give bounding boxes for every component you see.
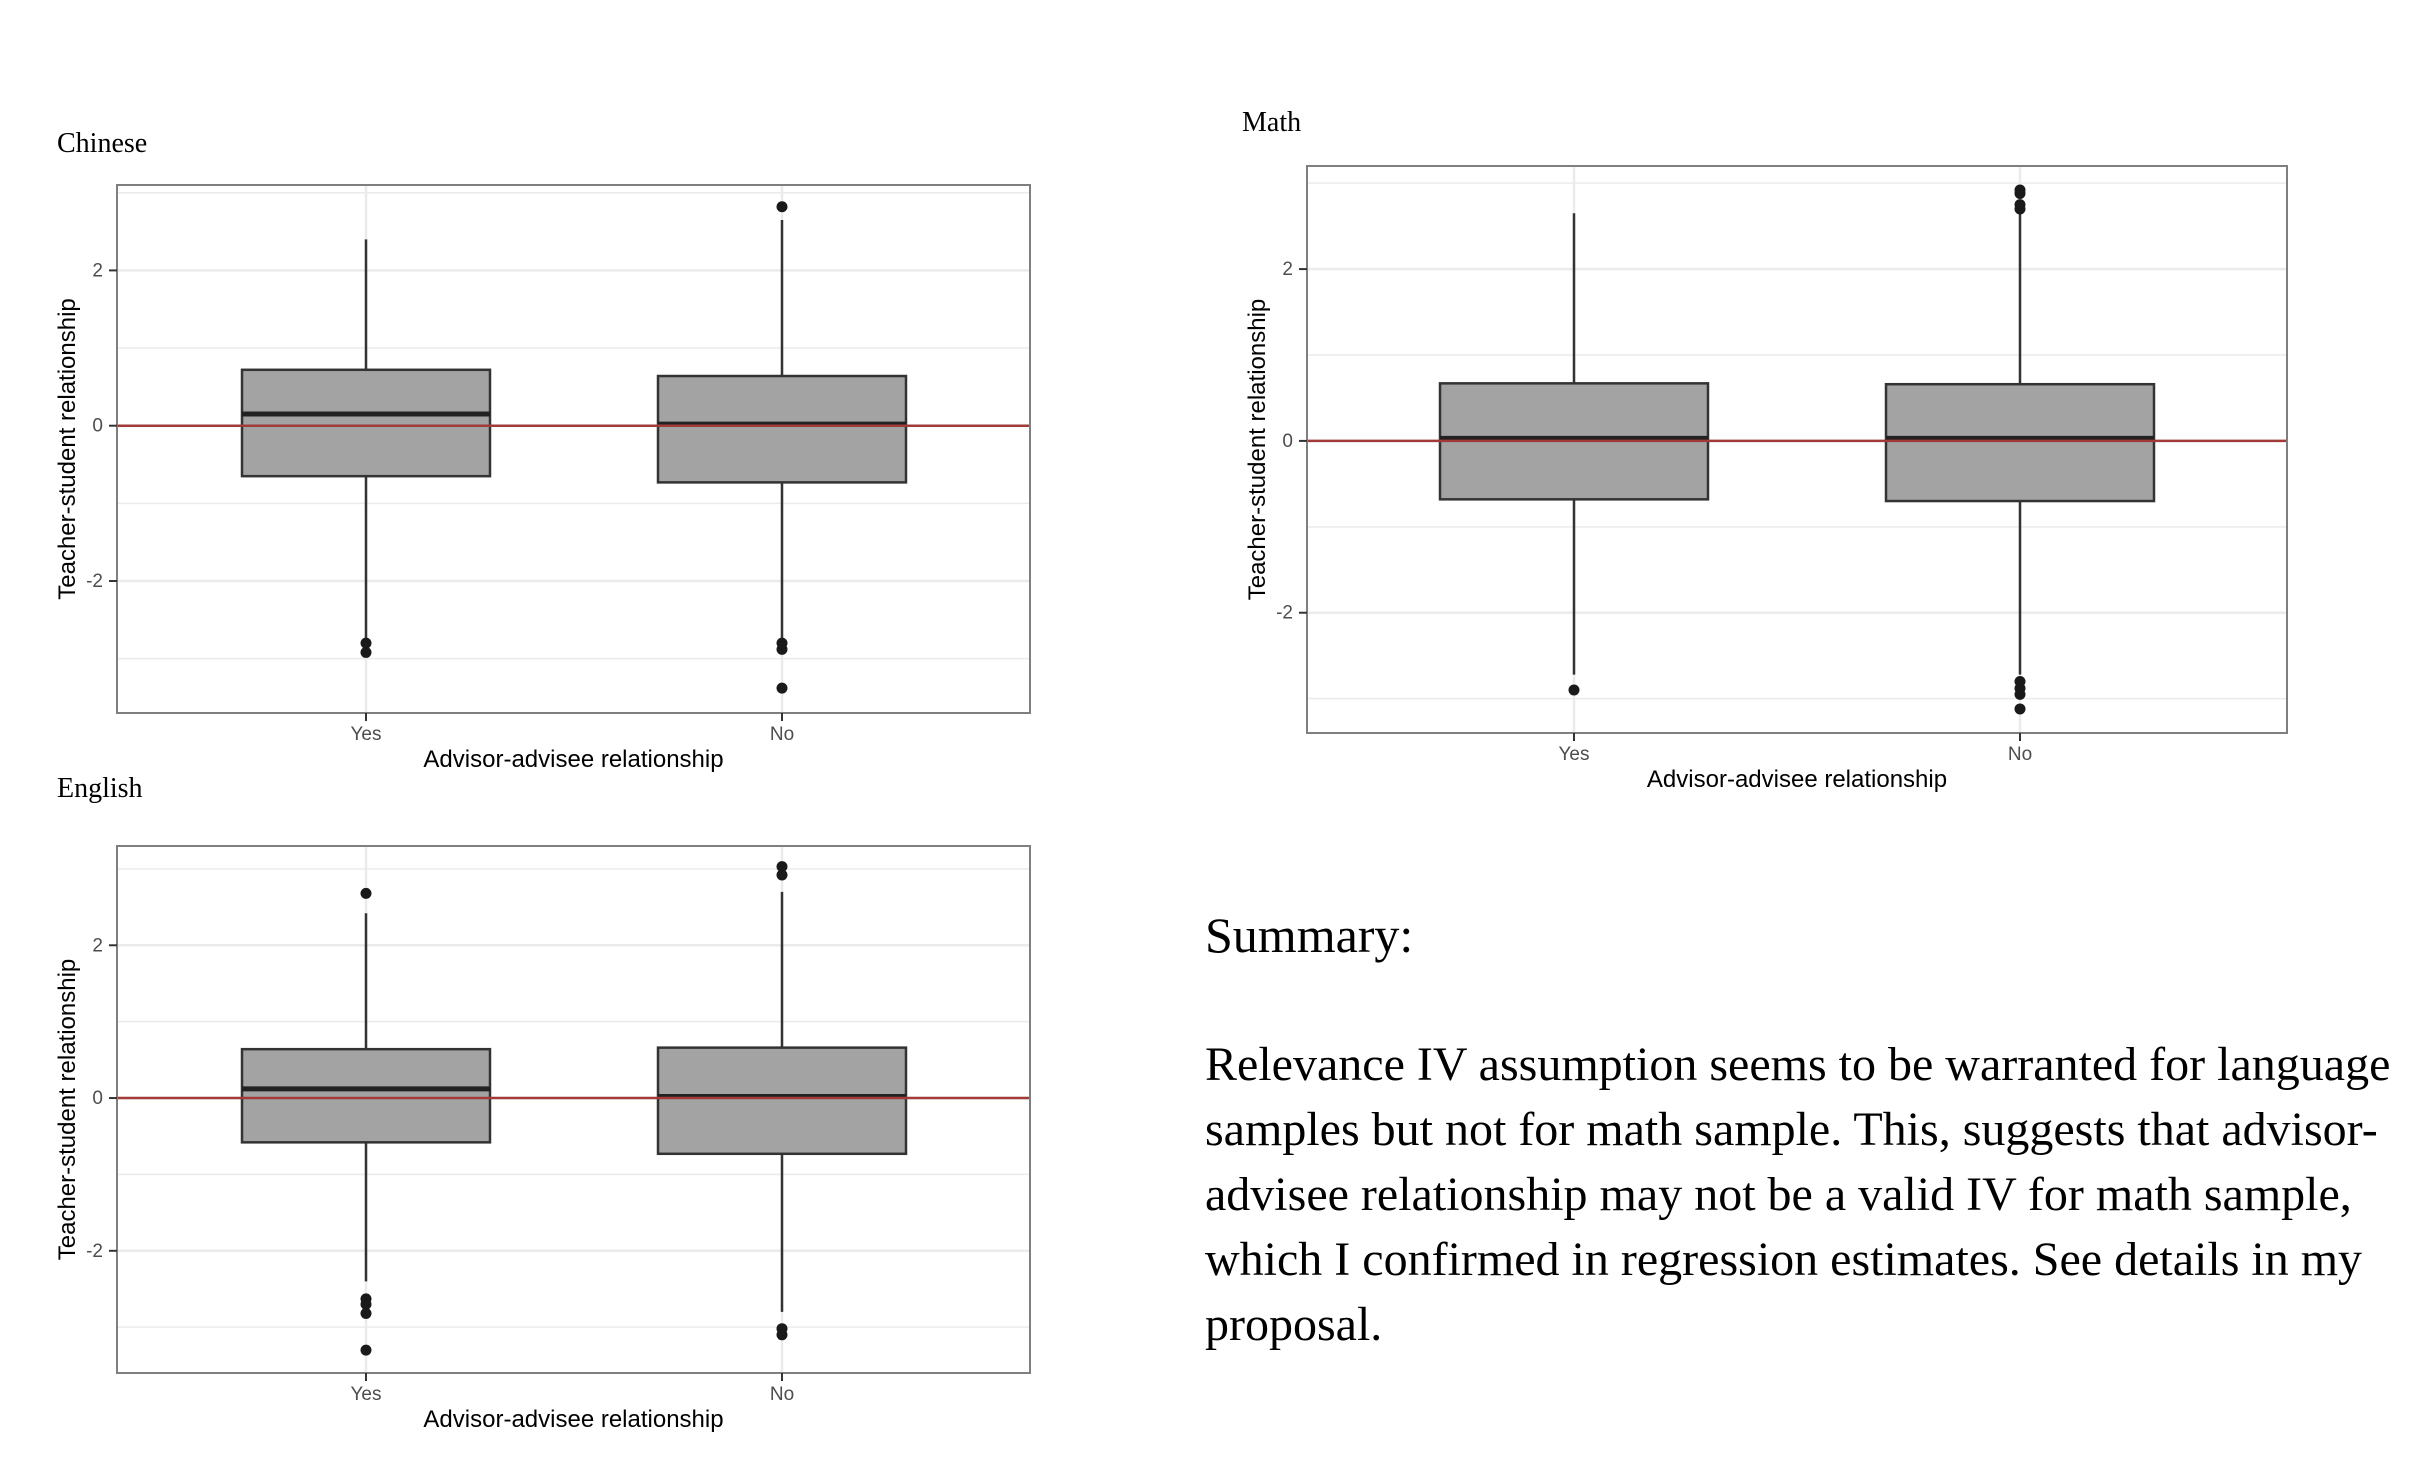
outlier-point-yes [1568, 684, 1580, 696]
x-tick-label: No [770, 724, 794, 745]
box-no [656, 374, 908, 484]
y-axis-label: Teacher-student relationship [1244, 299, 1271, 601]
y-tick-label: 2 [92, 935, 103, 956]
panel-border [1306, 165, 2288, 734]
x-axis-label: Advisor-advisee relationship [423, 1406, 723, 1433]
outlier-point-no [776, 869, 788, 881]
boxplot-chinese: -2 0 2 Yes No Advisor-advisee relationship Tea… [54, 184, 1031, 773]
x-tick-label: Yes [351, 724, 382, 745]
chart-title-english: English [57, 773, 143, 804]
y-tick-label: 0 [92, 1088, 103, 1109]
summary-section: Summary: Relevance IV assumption seems t… [1205, 902, 2405, 1357]
outlier-point-no [776, 201, 788, 213]
x-tick-label: Yes [351, 1384, 382, 1405]
y-tick-label: 0 [1282, 431, 1293, 452]
y-tick-label: 0 [92, 416, 103, 437]
outlier-point-no [776, 682, 788, 694]
outlier-point-yes [360, 1344, 372, 1356]
outlier-point-no [2014, 703, 2026, 715]
outlier-point-yes [360, 646, 372, 658]
y-axis-label: Teacher-student relationship [54, 298, 81, 600]
outlier-point-yes [360, 1298, 372, 1310]
y-tick-label: 2 [92, 260, 103, 281]
boxplot-english: -2 0 2 Yes No Advisor-advisee relationship Tea… [54, 845, 1031, 1433]
outlier-point-no [776, 643, 788, 655]
outlier-point-no [2014, 187, 2026, 199]
boxplot-math: -2 0 2 Yes No Advisor-advisee relationship Tea… [1244, 165, 2288, 793]
summary-heading: Summary: [1205, 907, 1414, 963]
outlier-point-no [776, 1329, 788, 1341]
y-axis-label: Teacher-student relationship [54, 959, 81, 1261]
y-tick-label: -2 [86, 1241, 103, 1262]
x-tick-label: No [2008, 744, 2032, 765]
outlier-point-no [2014, 688, 2026, 700]
box-no [1884, 382, 2156, 503]
box-no [656, 1046, 908, 1156]
x-axis-label: Advisor-advisee relationship [423, 746, 723, 773]
box-yes [240, 1047, 492, 1144]
y-tick-label: -2 [86, 571, 103, 592]
summary-text: Relevance IV assumption seems to be warr… [1205, 1038, 2391, 1351]
box-yes [240, 368, 492, 478]
outlier-point-yes [360, 1307, 372, 1319]
chart-title-chinese: Chinese [57, 128, 148, 159]
x-tick-label: Yes [1559, 744, 1590, 765]
x-axis-label: Advisor-advisee relationship [1647, 766, 1947, 793]
outlier-point-yes [360, 887, 372, 899]
x-tick-label: No [770, 1384, 794, 1405]
chart-title-math: Math [1242, 107, 1302, 138]
outlier-point-no [776, 861, 788, 873]
panel-border [116, 845, 1031, 1374]
y-tick-label: -2 [1276, 603, 1293, 624]
y-tick-label: 2 [1282, 259, 1293, 280]
panel-border [116, 184, 1031, 714]
outlier-point-no [2014, 203, 2026, 215]
outlier-point-yes [360, 637, 372, 649]
